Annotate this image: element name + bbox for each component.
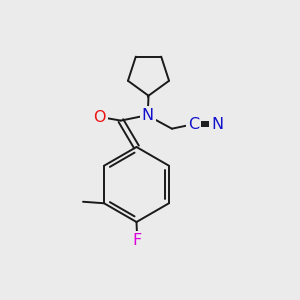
Text: N: N [212,117,224,132]
Text: N: N [142,108,154,123]
Text: O: O [93,110,106,125]
Text: F: F [133,233,142,248]
Text: C: C [188,117,199,132]
